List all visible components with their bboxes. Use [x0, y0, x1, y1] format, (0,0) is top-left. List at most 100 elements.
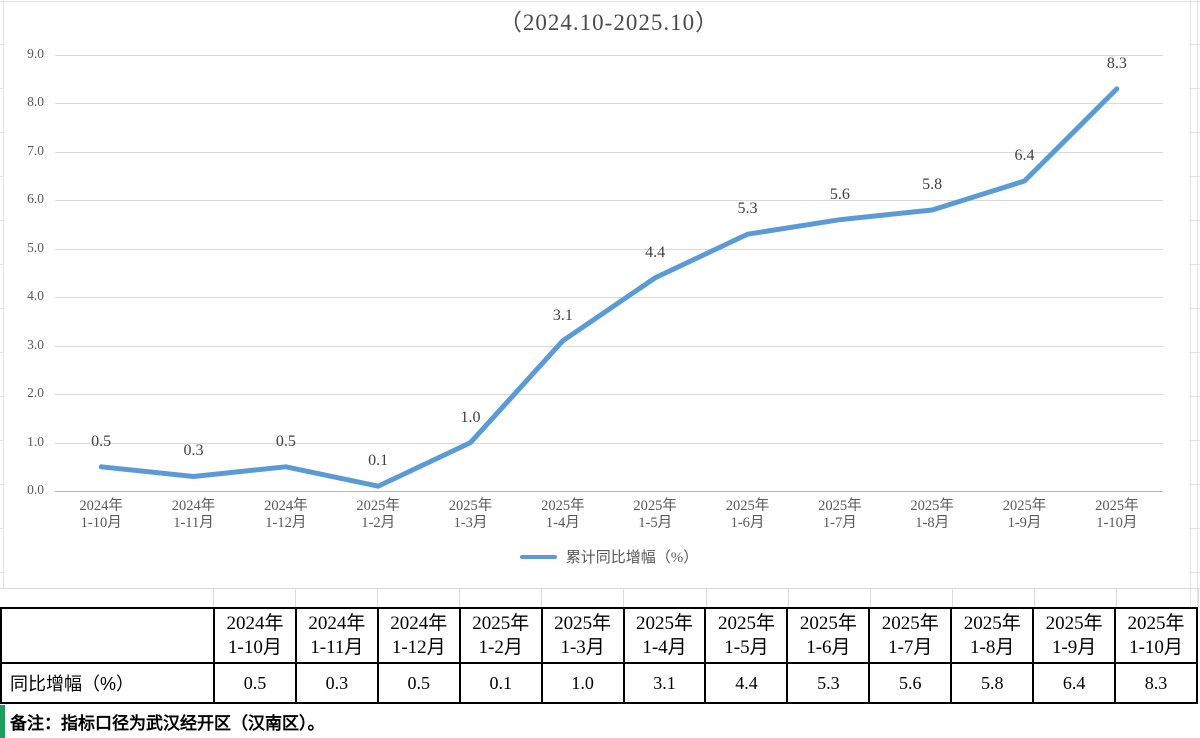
- table-value-cell[interactable]: 5.3: [788, 664, 871, 704]
- table-header-cell[interactable]: 2025年 1-8月: [952, 609, 1035, 664]
- table-row-header[interactable]: 同比增幅（%）: [2, 664, 215, 704]
- y-tick-label: 4.0: [27, 288, 44, 304]
- table-value-cell[interactable]: 0.1: [460, 664, 543, 704]
- chart-title: （2024.10-2025.10）: [498, 10, 720, 35]
- sheet-gridline: [787, 589, 789, 607]
- sheet-gridline: [705, 589, 707, 607]
- gridline: [55, 55, 1163, 56]
- note-row[interactable]: 备注：指标口径为武汉经开区（汉南区）。: [0, 705, 1200, 738]
- sheet-gridline: [1190, 396, 1200, 397]
- sheet-gridline: [0, 132, 3, 133]
- y-tick-label: 2.0: [27, 385, 44, 401]
- data-point-label: 5.8: [922, 176, 943, 194]
- gridline: [55, 200, 1163, 202]
- sheet-gridline: [1190, 352, 1200, 353]
- x-tick-label: 2025年 1-6月: [725, 498, 770, 531]
- data-point-label: 0.5: [91, 432, 112, 450]
- y-tick-label: 5.0: [27, 239, 44, 255]
- table-header-cell[interactable]: 2025年 1-2月: [460, 609, 543, 664]
- table-corner-cell[interactable]: [2, 609, 215, 664]
- y-tick-label: 9.0: [27, 46, 44, 61]
- gridline: [55, 103, 1163, 105]
- table-header-cell[interactable]: 2024年 1-12月: [378, 609, 461, 664]
- gridline: [55, 345, 1163, 347]
- sheet-gridline: [0, 1, 1200, 2]
- sheet-gridline: [869, 589, 871, 607]
- sheet-gridline: [0, 440, 3, 441]
- sheet-gridline: [377, 589, 379, 607]
- sheet-gridline: [0, 220, 3, 221]
- table-value-cell[interactable]: 8.3: [1116, 664, 1198, 704]
- sheet-gridline: [1190, 88, 1200, 89]
- gridline: [55, 297, 1163, 299]
- table-header-cell[interactable]: 2024年 1-10月: [215, 609, 297, 664]
- y-tick-label: 7.0: [27, 142, 44, 158]
- sheet-gridline: [1190, 308, 1200, 309]
- sheet-gridline: [0, 484, 3, 485]
- x-tick-label: 2025年 1-2月: [356, 498, 400, 531]
- plot-canvas: [98, 86, 1120, 489]
- table-header-cell[interactable]: 2025年 1-4月: [624, 609, 707, 664]
- sheet-gridline: [3, 0, 4, 588]
- sheet-gridline: [1190, 220, 1200, 221]
- chart-legend[interactable]: 累计同比增幅（%）: [55, 546, 1163, 567]
- sheet-gridline: [1190, 484, 1200, 485]
- table-value-cell[interactable]: 6.4: [1034, 664, 1117, 704]
- x-tick-label: 2025年 1-3月: [448, 498, 493, 531]
- x-tick-label: 2025年 1-8月: [910, 498, 954, 531]
- sheet-gridline: [0, 396, 3, 397]
- data-table: 2024年 1-10月 2024年 1-11月 2024年 1-12月 2025年 1-2月 2…: [0, 607, 1198, 704]
- sheet-gridline: [1190, 440, 1200, 441]
- note-accent-bar: [0, 705, 5, 738]
- sheet-gridline: [1198, 589, 1199, 607]
- table-header-cell[interactable]: 2025年 1-6月: [788, 609, 871, 664]
- sheet-gridline: [0, 264, 3, 265]
- table-value-cell[interactable]: 3.1: [624, 664, 707, 704]
- table-value-cell[interactable]: 0.5: [378, 664, 461, 704]
- trend-line: [98, 86, 1120, 489]
- table-value-cell[interactable]: 5.8: [952, 664, 1035, 704]
- x-tick-label: 2025年 1-9月: [1002, 498, 1047, 531]
- x-tick-label: 2024年 1-11月: [171, 498, 216, 531]
- sheet-gridline: [0, 44, 3, 45]
- y-tick-label: 1.0: [27, 433, 44, 449]
- table-value-cell[interactable]: 1.0: [542, 664, 625, 704]
- table-value-cell[interactable]: 0.3: [296, 664, 379, 704]
- data-point-label: 1.0: [460, 408, 481, 426]
- sheet-gridline: [1190, 528, 1200, 529]
- sheet-gridline: [1190, 132, 1200, 133]
- x-tick-label: 2024年 1-12月: [264, 498, 308, 531]
- x-tick-label: 2025年 1-5月: [633, 498, 677, 531]
- table-header-cell[interactable]: 2024年 1-11月: [296, 609, 379, 664]
- table-header-cell[interactable]: 2025年 1-9月: [1034, 609, 1117, 664]
- table-header-cell[interactable]: 2025年 1-10月: [1116, 609, 1198, 664]
- legend-line-swatch: [519, 554, 557, 559]
- y-tick-label: 8.0: [27, 94, 44, 110]
- table-value-cell[interactable]: 4.4: [706, 664, 789, 704]
- sheet-gridline: [541, 589, 543, 607]
- x-tick-label: 2024年 1-10月: [79, 498, 123, 531]
- gridline: [55, 151, 1163, 153]
- table-header-cell[interactable]: 2025年 1-5月: [706, 609, 789, 664]
- data-point-label: 0.5: [275, 432, 296, 450]
- table-header-cell[interactable]: 2025年 1-7月: [870, 609, 953, 664]
- table-value-cell[interactable]: 5.6: [870, 664, 953, 704]
- sheet-gridline: [1190, 264, 1200, 265]
- sheet-gridline: [0, 88, 3, 89]
- legend-label: 累计同比增幅（%）: [565, 550, 699, 566]
- y-tick-label: 0.0: [27, 482, 44, 497]
- table-header-cell[interactable]: 2025年 1-3月: [542, 609, 625, 664]
- sheet-gridline: [0, 352, 3, 353]
- y-tick-label: 3.0: [27, 336, 44, 352]
- sheet-gridline: [0, 308, 3, 309]
- gridline: [55, 394, 1163, 396]
- y-tick-label: 6.0: [27, 191, 44, 207]
- x-tick-label: 2025年 1-10月: [1095, 498, 1139, 531]
- sheet-gridline: [1190, 0, 1191, 607]
- chart-object[interactable]: （2024.10-2025.10） 0.0 1.0 2.0 3.0 4.0 5.0 6.0 7…: [0, 0, 1200, 588]
- sheet-gridline: [295, 589, 297, 607]
- data-point-label: 0.1: [368, 452, 389, 470]
- sheet-gridline: [1190, 44, 1200, 45]
- sheet-gridline: [1197, 0, 1198, 607]
- table-value-cell[interactable]: 0.5: [215, 664, 297, 704]
